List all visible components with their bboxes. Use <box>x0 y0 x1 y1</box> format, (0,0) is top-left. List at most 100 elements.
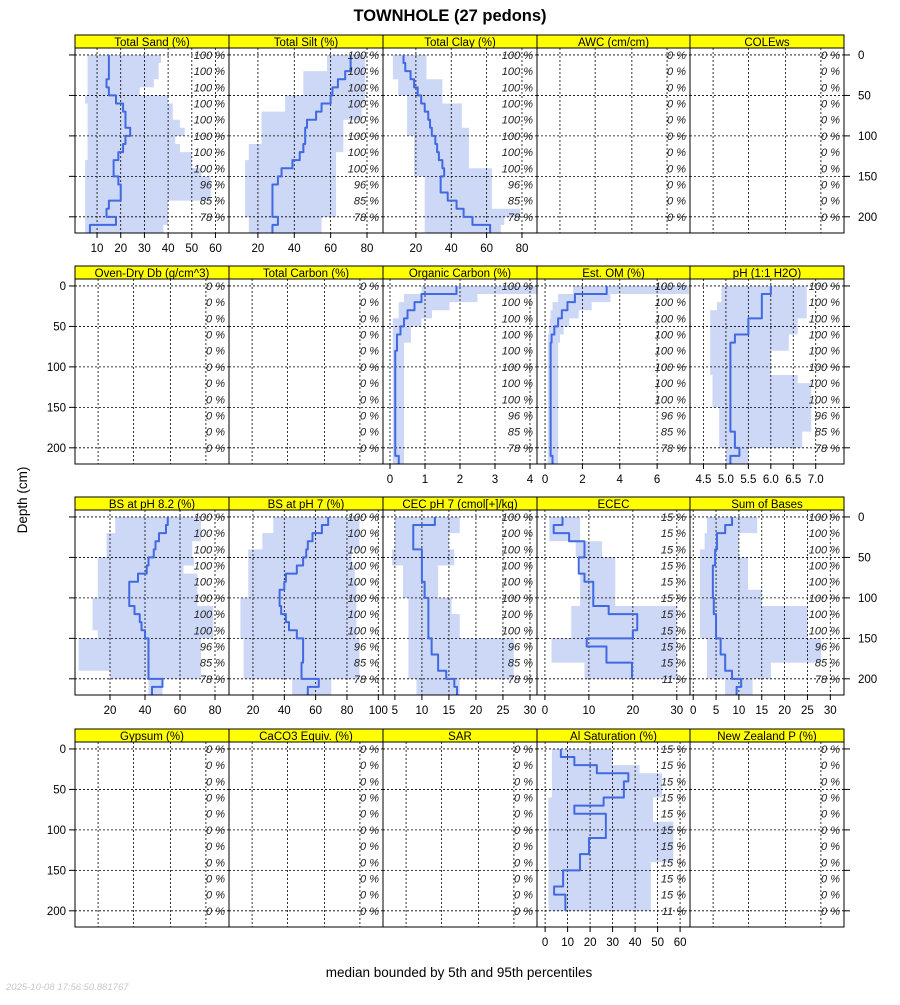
x-tick-label: 0 <box>542 705 548 717</box>
data-coverage-label: 85 % <box>200 196 225 208</box>
data-coverage-label: 0 % <box>821 793 840 805</box>
data-coverage-label: 15 % <box>661 561 686 573</box>
data-coverage-label: 15 % <box>661 809 686 821</box>
x-tick-label: 4 <box>527 474 534 486</box>
data-coverage-label: 0 % <box>667 66 686 78</box>
median-line <box>88 54 132 233</box>
x-tick-label: 20 <box>409 243 422 255</box>
data-coverage-label: 0 % <box>360 857 379 869</box>
panel-cec-ph-7-cmol-kg: 100 % 100 % 100 % 100 % 100 % 100 % 100 % 100 %… <box>382 496 538 717</box>
data-coverage-label: 15 % <box>661 593 686 605</box>
data-coverage-label: 0 % <box>206 744 225 756</box>
panel-strip-label: Oven-Dry Db (g/cm^3) <box>95 268 210 280</box>
data-coverage-label: 0 % <box>206 760 225 772</box>
data-coverage-label: 0 % <box>360 346 379 358</box>
data-coverage-label: 0 % <box>360 825 379 837</box>
x-tick-label: 60 <box>480 243 493 255</box>
data-coverage-label: 0 % <box>206 443 225 455</box>
data-coverage-label: 100 % <box>809 561 840 573</box>
data-coverage-label: 0 % <box>514 873 533 885</box>
data-coverage-label: 100 % <box>348 625 379 637</box>
data-coverage-label: 15 % <box>661 793 686 805</box>
x-tick-label: 60 <box>209 243 222 255</box>
x-tick-label: 25 <box>801 705 814 717</box>
x-tick-label: 3 <box>492 474 498 486</box>
data-coverage-label: 100 % <box>348 561 379 573</box>
x-tick-label: 80 <box>516 243 529 255</box>
panel-colews: 0 % 0 % 0 % 0 % 0 % 0 % 0 % 0 % 0 % 0 % 0 % COLEws <box>689 34 845 234</box>
data-coverage-label: 0 % <box>206 857 225 869</box>
x-tick-label: 10 <box>561 937 574 949</box>
y-tick-label: 100 <box>858 593 877 605</box>
x-tick-label: 6.0 <box>763 474 779 486</box>
data-coverage-label: 0 % <box>514 890 533 902</box>
median-line <box>729 285 772 464</box>
data-coverage-label: 0 % <box>360 330 379 342</box>
data-coverage-label: 0 % <box>821 760 840 772</box>
data-coverage-label: 100 % <box>655 313 686 325</box>
x-tick-label: 0 <box>542 474 548 486</box>
data-coverage-label: 0 % <box>360 793 379 805</box>
x-tick-label: 0 <box>542 937 548 949</box>
data-coverage-label: 15 % <box>661 873 686 885</box>
data-coverage-label: 100 % <box>655 346 686 358</box>
data-coverage-label: 0 % <box>206 825 225 837</box>
data-coverage-label: 100 % <box>502 609 533 621</box>
data-coverage-label: 0 % <box>514 744 533 756</box>
data-coverage-label: 78 % <box>354 674 379 686</box>
data-coverage-label: 100 % <box>502 50 533 62</box>
panel-strip-label: COLEws <box>744 37 790 49</box>
data-coverage-label: 100 % <box>809 593 840 605</box>
panel-strip-label: pH (1:1 H2O) <box>733 268 802 280</box>
data-coverage-label: 0 % <box>514 809 533 821</box>
panel-strip-label: Total Carbon (%) <box>263 268 349 280</box>
x-tick-label: 60 <box>674 937 687 949</box>
panel-strip-label: SAR <box>448 731 472 743</box>
data-coverage-label: 0 % <box>206 330 225 342</box>
panel-total-clay: 100 % 100 % 100 % 100 % 100 % 100 % 100 % 100 %… <box>382 34 538 255</box>
data-coverage-label: 0 % <box>360 378 379 390</box>
data-coverage-label: 0 % <box>360 443 379 455</box>
x-tick-label: 100 <box>369 705 388 717</box>
data-coverage-label: 85 % <box>354 658 379 670</box>
data-coverage-label: 15 % <box>661 776 686 788</box>
data-coverage-label: 15 % <box>661 544 686 556</box>
data-coverage-label: 100 % <box>348 147 379 159</box>
data-coverage-label: 0 % <box>821 809 840 821</box>
data-coverage-label: 100 % <box>809 577 840 589</box>
data-coverage-label: 15 % <box>661 528 686 540</box>
data-coverage-label: 0 % <box>667 196 686 208</box>
data-coverage-label: 100 % <box>194 147 225 159</box>
x-tick-label: 6 <box>654 474 660 486</box>
data-coverage-label: 100 % <box>809 625 840 637</box>
data-coverage-label: 85 % <box>661 427 686 439</box>
data-coverage-label: 0 % <box>667 131 686 143</box>
data-coverage-label: 85 % <box>200 658 225 670</box>
data-coverage-label: 100 % <box>655 297 686 309</box>
data-coverage-label: 100 % <box>655 394 686 406</box>
x-tick-label: 40 <box>288 243 301 255</box>
data-coverage-label: 0 % <box>206 297 225 309</box>
data-coverage-label: 85 % <box>508 427 533 439</box>
y-tick-label: 100 <box>47 825 66 837</box>
data-coverage-label: 0 % <box>360 394 379 406</box>
data-coverage-label: 0 % <box>667 147 686 159</box>
x-tick-label: 10 <box>91 243 104 255</box>
x-tick-label: 10 <box>416 705 429 717</box>
panel-strip <box>689 728 845 743</box>
data-coverage-label: 0 % <box>206 378 225 390</box>
data-coverage-label: 0 % <box>206 776 225 788</box>
x-tick-label: 5 <box>713 705 719 717</box>
data-coverage-label: 96 % <box>354 179 379 191</box>
data-coverage-label: 100 % <box>655 330 686 342</box>
panel-strip <box>689 265 845 280</box>
percentile-band <box>700 516 822 695</box>
data-coverage-label: 96 % <box>508 641 533 653</box>
data-coverage-label: 100 % <box>502 115 533 127</box>
y-tick-label: 50 <box>53 784 66 796</box>
data-coverage-label: 100 % <box>348 66 379 78</box>
data-coverage-label: 0 % <box>206 410 225 422</box>
data-coverage-label: 0 % <box>206 873 225 885</box>
data-coverage-label: 100 % <box>348 512 379 524</box>
panel-strip-label: Total Clay (%) <box>424 37 496 49</box>
